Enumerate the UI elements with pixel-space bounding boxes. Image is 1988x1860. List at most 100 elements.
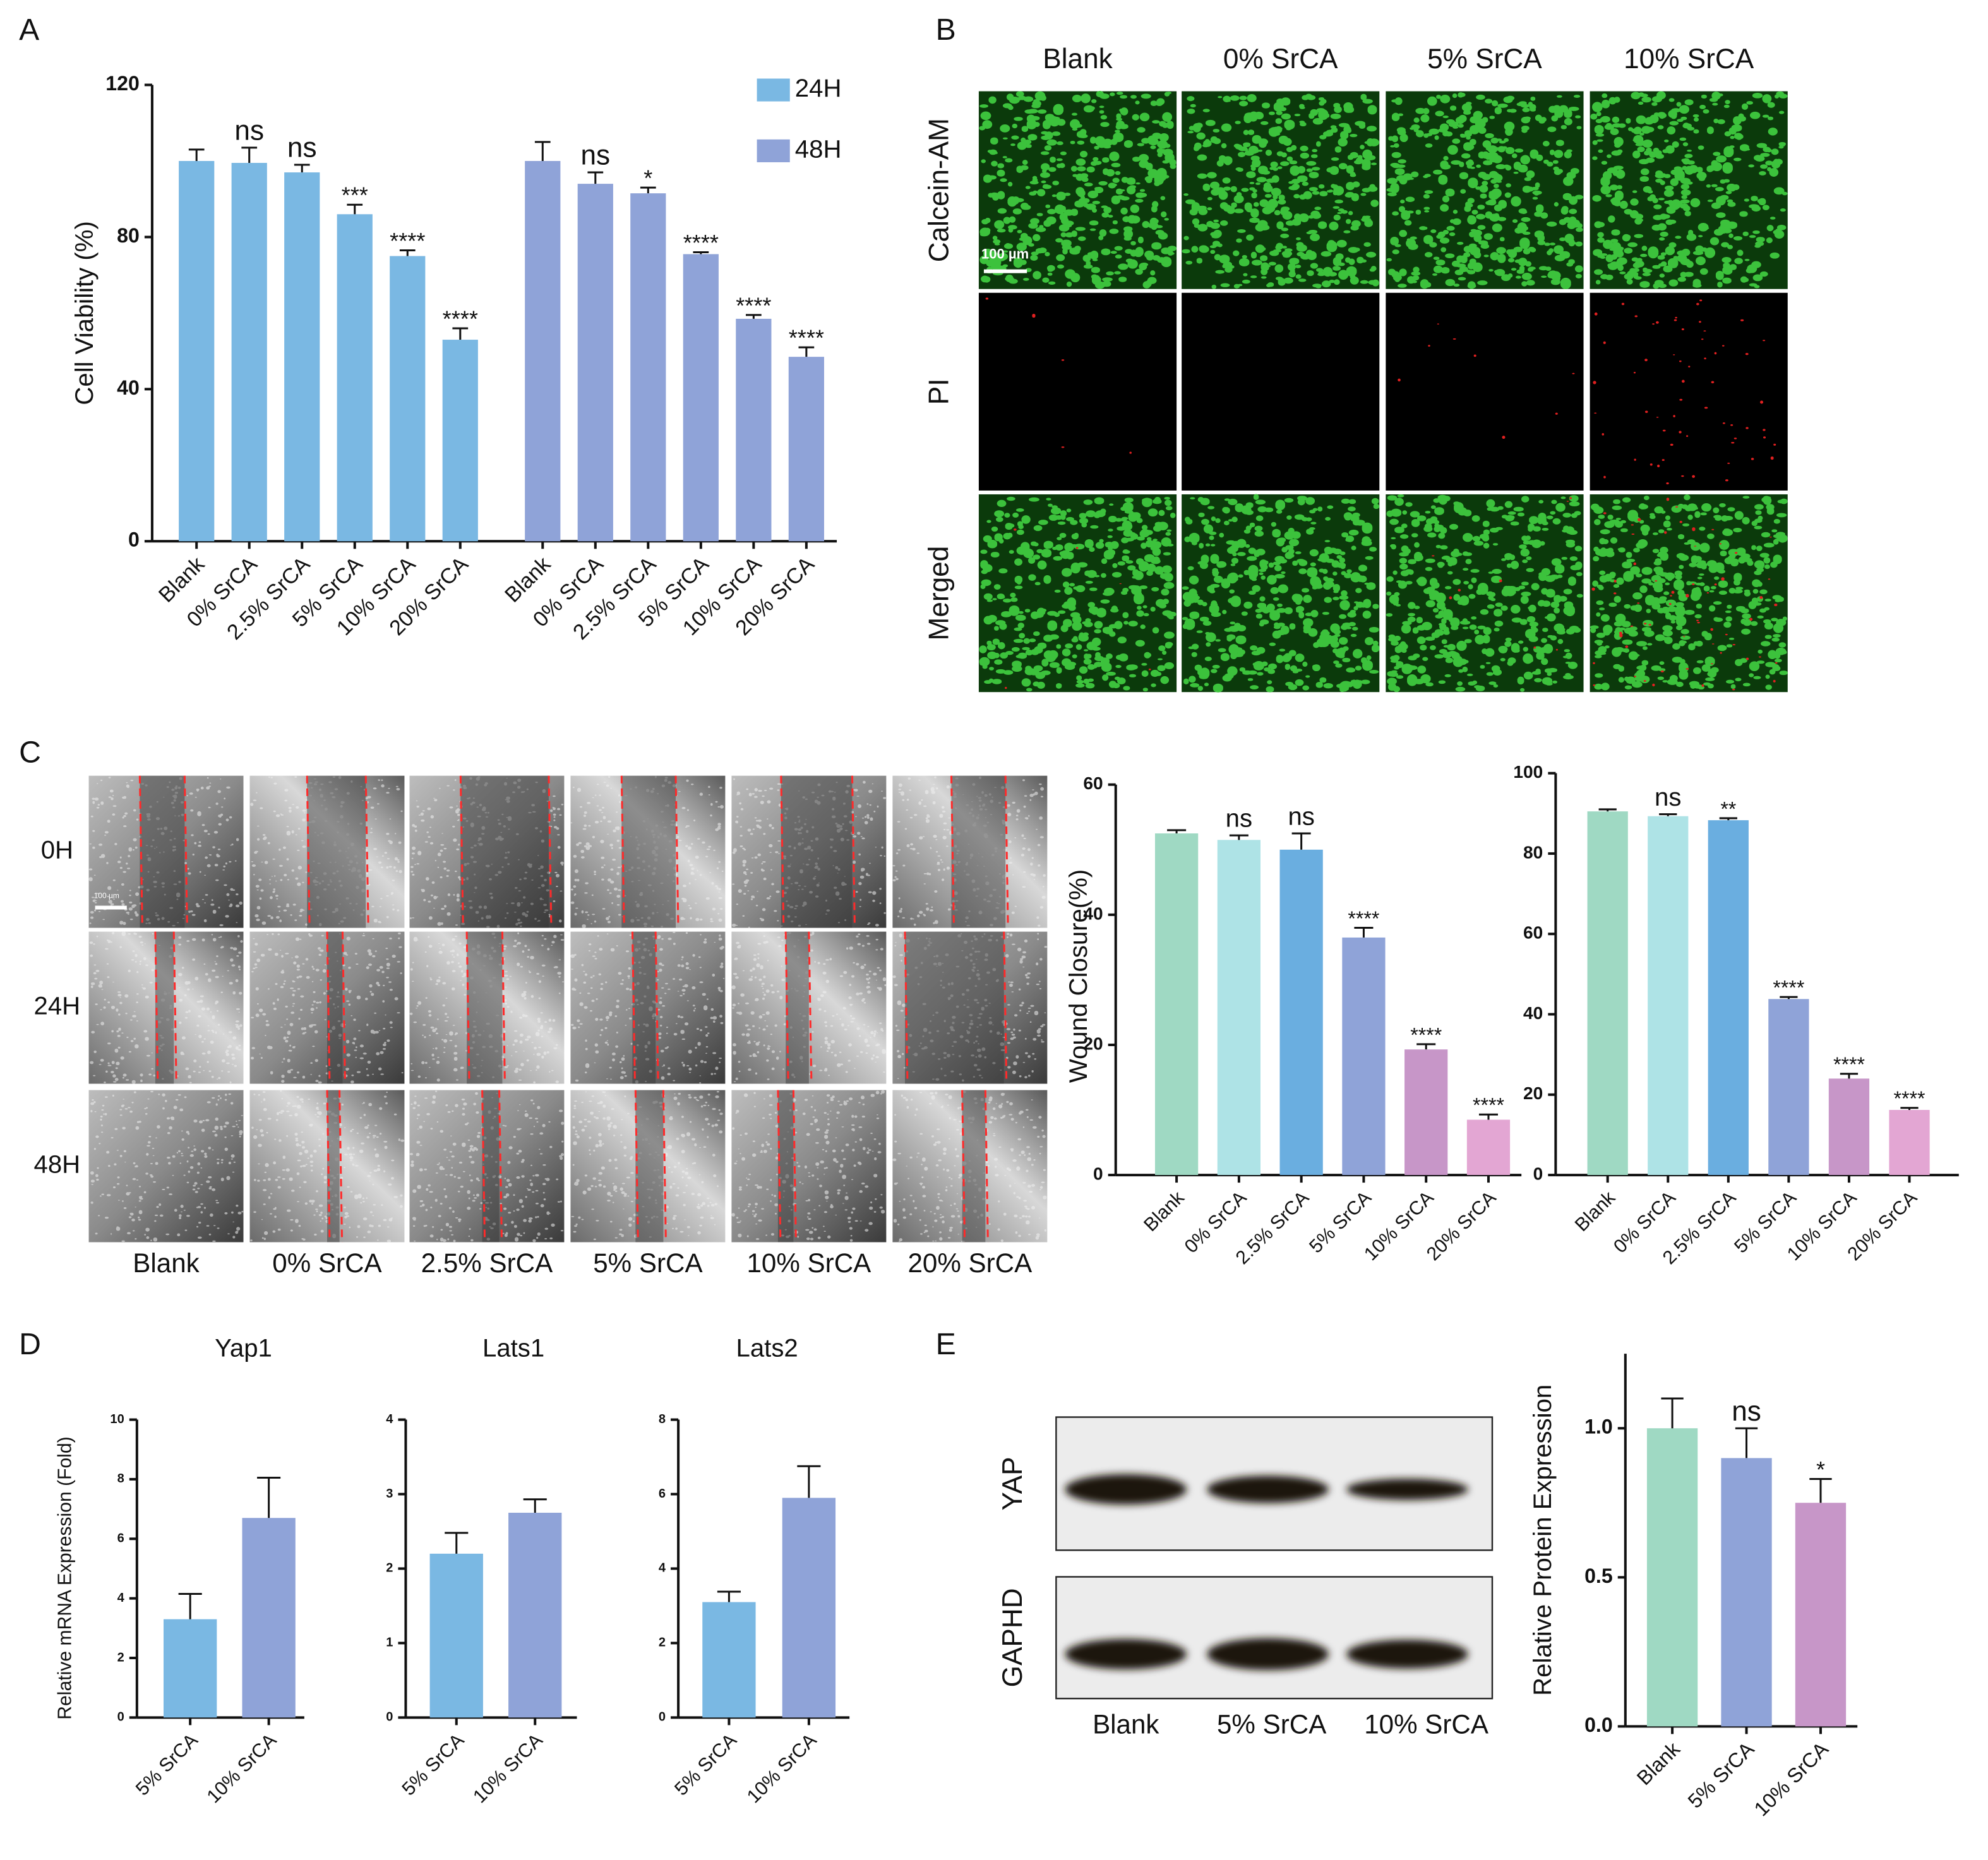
live-cells xyxy=(1590,91,1788,289)
bar xyxy=(1889,1109,1930,1176)
significance-label: **** xyxy=(1894,1087,1925,1110)
micrograph xyxy=(88,775,244,928)
significance-label: * xyxy=(1816,1457,1825,1482)
cells xyxy=(570,775,724,928)
row-label: Calcein-AM xyxy=(923,118,954,262)
scratch-edge xyxy=(138,775,143,928)
error-bar xyxy=(1167,829,1187,834)
scratch-edge xyxy=(950,775,955,928)
y-tick-label: 0.0 xyxy=(1584,1714,1613,1736)
scratch-edge xyxy=(326,931,331,1084)
column-label: Blank xyxy=(133,1248,200,1278)
micrograph xyxy=(409,931,565,1084)
scratch-gap xyxy=(951,775,1006,928)
column-label: 5% SrCA xyxy=(1427,44,1542,75)
significance-label: * xyxy=(644,165,652,191)
panel-letter: E xyxy=(936,1327,956,1361)
bar xyxy=(1587,811,1628,1176)
error-bar xyxy=(257,1477,281,1518)
scratch-gap xyxy=(467,931,503,1084)
significance-label: ns xyxy=(1732,1396,1761,1427)
micrograph xyxy=(892,1090,1048,1243)
legend-label: 48H xyxy=(795,135,842,164)
column-label: 0% SrCA xyxy=(272,1248,382,1278)
x-tick-label: 10% SrCA xyxy=(469,1729,547,1807)
bar xyxy=(702,1602,756,1718)
row-label: 0H xyxy=(41,836,73,864)
y-tick-label: 0.5 xyxy=(1584,1565,1613,1587)
error-bar xyxy=(1840,1073,1859,1079)
micrograph xyxy=(731,1090,887,1243)
micrograph xyxy=(249,775,405,928)
chart-title: Lats2 xyxy=(736,1334,798,1362)
y-tick-label: 2 xyxy=(659,1636,666,1650)
blot-band xyxy=(1207,1475,1329,1503)
significance-label: ns xyxy=(1226,804,1252,833)
x-tick-label: 5% SrCA xyxy=(398,1729,469,1800)
y-tick-label: 0 xyxy=(128,528,140,551)
significance-label: **** xyxy=(1348,907,1379,930)
micrograph xyxy=(892,931,1048,1084)
bar xyxy=(736,318,772,542)
blot-band xyxy=(1346,1640,1468,1669)
scratch-edge xyxy=(1004,775,1009,928)
y-tick-label: 60 xyxy=(1523,923,1543,943)
scratch-gap xyxy=(632,931,656,1084)
chart-title: Lats1 xyxy=(482,1334,544,1362)
micrograph xyxy=(892,775,1048,928)
scratch-edge xyxy=(548,775,553,928)
row-label: 48H xyxy=(34,1150,81,1179)
scratch-edge xyxy=(984,1090,989,1243)
error-bar xyxy=(445,1532,469,1554)
scratch-gap xyxy=(962,1090,986,1243)
x-tick-label: Blank xyxy=(1571,1187,1620,1236)
scratch-edge xyxy=(780,775,785,928)
y-tick-label: 6 xyxy=(659,1487,666,1501)
error-bar xyxy=(534,141,551,161)
x-tick-label: 10% SrCA xyxy=(743,1729,821,1807)
y-tick-label: 6 xyxy=(117,1532,124,1546)
micrograph xyxy=(978,292,1177,491)
error-bar xyxy=(294,164,310,173)
error-bar xyxy=(1735,1427,1758,1458)
micrograph xyxy=(570,1090,726,1243)
bar xyxy=(1768,999,1809,1176)
scratch-edge xyxy=(654,931,659,1084)
y-tick-label: 1 xyxy=(386,1636,393,1650)
y-tick-label: 3 xyxy=(386,1487,393,1501)
scratch-gap xyxy=(781,775,853,928)
y-tick-label: 80 xyxy=(1523,842,1543,862)
legend-swatch xyxy=(757,78,790,102)
column-label: 5% SrCA xyxy=(593,1248,703,1278)
scratch-edge xyxy=(183,775,188,928)
scale-bar-label: 100 µm xyxy=(94,891,119,900)
error-bar xyxy=(1478,1113,1498,1120)
row-label: Merged xyxy=(923,546,954,641)
y-tick-label: 0 xyxy=(117,1710,124,1724)
scratch-edge xyxy=(777,1090,782,1243)
micrograph xyxy=(731,931,887,1084)
legend-label: 24H xyxy=(795,74,842,102)
scale-bar-label: 100 µm xyxy=(981,246,1029,261)
row-label: 24H xyxy=(34,992,81,1020)
significance-label: **** xyxy=(683,230,719,256)
bar xyxy=(1721,1458,1772,1727)
panel-letter: A xyxy=(19,13,40,47)
error-bar xyxy=(188,148,205,161)
scratch-edge xyxy=(338,1090,344,1243)
y-tick-label: 0 xyxy=(386,1710,393,1724)
error-bar xyxy=(693,251,709,254)
error-bar xyxy=(1598,808,1617,812)
bar xyxy=(1648,816,1689,1176)
bar xyxy=(508,1512,562,1718)
row-label: YAP xyxy=(997,1457,1028,1510)
y-tick-label: 80 xyxy=(117,224,140,247)
y-tick-label: 20 xyxy=(1523,1083,1543,1103)
error-bar xyxy=(1354,926,1374,938)
cells xyxy=(88,777,243,927)
bar xyxy=(284,172,320,542)
scratch-edge xyxy=(961,1090,966,1243)
y-tick-label: 40 xyxy=(1083,903,1103,923)
scratch-edge xyxy=(631,931,636,1084)
error-bar xyxy=(523,1498,547,1513)
